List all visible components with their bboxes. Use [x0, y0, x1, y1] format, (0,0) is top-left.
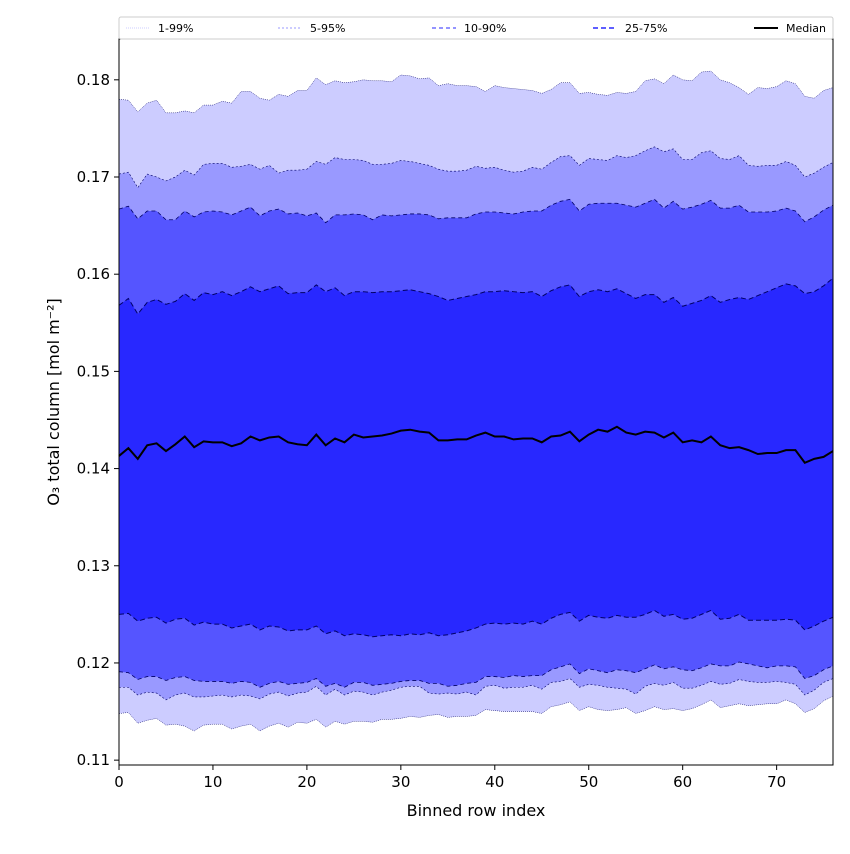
y-tick-label: 0.17: [77, 168, 110, 186]
y-tick-label: 0.14: [77, 460, 110, 478]
band-lower-line-10-90%: [118, 661, 834, 688]
y-tick-label: 0.16: [77, 265, 110, 283]
median-layer: [118, 425, 834, 464]
x-tick-label: 70: [767, 773, 786, 791]
y-tick-label: 0.11: [77, 751, 110, 769]
x-axis-ticks: 0 10 20 30 40 50 60 70: [114, 765, 786, 791]
legend-label: 10-90%: [464, 22, 506, 35]
legend-label: 5-95%: [310, 22, 345, 35]
band-upper-line-25-75%: [118, 277, 834, 315]
y-tick-label: 0.12: [77, 654, 110, 672]
legend-label: 25-75%: [625, 22, 667, 35]
band-lower-line-25-75%: [118, 609, 834, 638]
legend-box: [118, 16, 834, 40]
x-tick-label: 10: [203, 773, 222, 791]
band-upper-line-10-90%: [118, 198, 834, 224]
band-25-75%: [119, 278, 833, 637]
y-tick-label: 0.13: [77, 557, 110, 575]
x-tick-label: 40: [485, 773, 504, 791]
median-line: [118, 425, 834, 464]
y-tick-label: 0.15: [77, 362, 110, 380]
x-tick-label: 30: [391, 773, 410, 791]
x-tick-label: 60: [673, 773, 692, 791]
y-axis-label: O₃ total column [mol m⁻²]: [44, 298, 63, 506]
legend-label: 1-99%: [158, 22, 193, 35]
y-tick-label: 0.18: [77, 71, 110, 89]
x-axis-label: Binned row index: [407, 801, 546, 820]
band-upper-line-1-99%: [118, 70, 834, 114]
legend: 1-99% 5-95% 10-90% 25-75% Median: [118, 16, 834, 40]
band-boundaries-layer: [118, 70, 834, 732]
x-tick-label: 50: [579, 773, 598, 791]
legend-label: Median: [786, 22, 826, 35]
bands-layer: [119, 71, 833, 731]
x-tick-label: 20: [297, 773, 316, 791]
x-tick-label: 0: [114, 773, 124, 791]
band-lower-line-5-95%: [119, 678, 834, 701]
y-axis-ticks: 0.11 0.12 0.13 0.14 0.15 0.16 0.17 0.18: [77, 71, 119, 769]
